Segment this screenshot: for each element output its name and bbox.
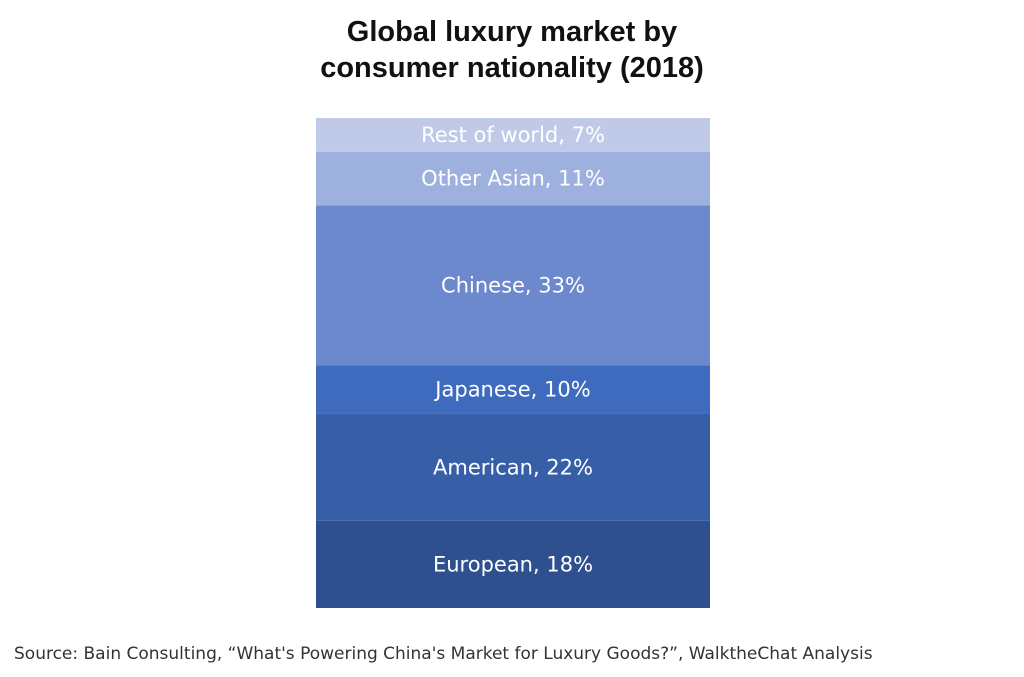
segment-label-european: European, 18% bbox=[433, 552, 593, 576]
segment-label-american: American, 22% bbox=[433, 455, 593, 479]
chart-title-line-1: Global luxury market by bbox=[346, 16, 678, 48]
stacked-bar: European, 18% American, 22% Japanese, 10% C… bbox=[316, 118, 710, 608]
chart-title-line-2: consumer nationality (2018) bbox=[320, 52, 704, 84]
segment-label-other-asian: Other Asian, 11% bbox=[421, 167, 605, 191]
segment-label-rest-of-world: Rest of world, 7% bbox=[421, 123, 605, 147]
bar-segment-japanese bbox=[316, 365, 710, 414]
bar-segment-other-asian bbox=[316, 151, 710, 206]
bar-segment-chinese bbox=[316, 205, 710, 366]
bar-segment-european bbox=[316, 520, 710, 608]
bar-segment-american bbox=[316, 413, 710, 521]
source-note: Source: Bain Consulting, “What's Powerin… bbox=[14, 644, 873, 664]
bar-segment-rest-of-world bbox=[316, 118, 710, 152]
segment-label-chinese: Chinese, 33% bbox=[441, 273, 585, 297]
segment-label-japanese: Japanese, 10% bbox=[433, 378, 590, 402]
chart-title: Global luxury market by consumer nationa… bbox=[0, 14, 1024, 86]
